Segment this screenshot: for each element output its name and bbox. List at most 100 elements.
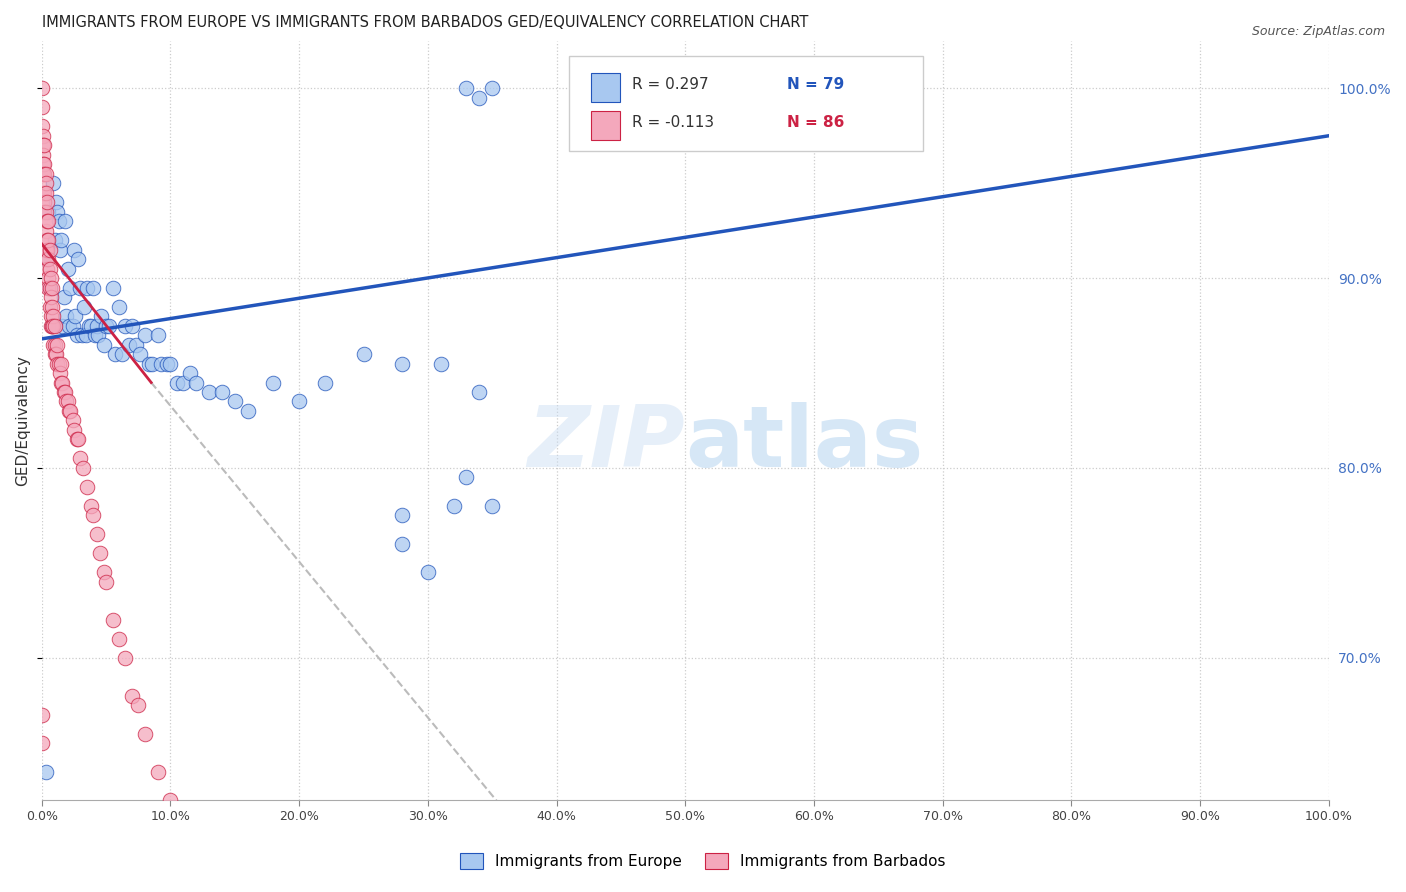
Point (429, 357, 451, 371)
Point (236, 404, 259, 418)
Point (93, 337, 115, 351)
Point (34, 138, 56, 153)
Point (37, 271, 59, 285)
Point (73, 300, 96, 314)
Point (97, 318, 120, 333)
Point (179, 366, 201, 380)
Point (39, 318, 62, 333)
Point (39, 271, 62, 285)
Point (49, 233, 72, 247)
Point (62, 318, 84, 333)
Point (56, 394, 79, 409)
Point (32, 138, 55, 153)
Point (51, 376, 73, 390)
Text: atlas: atlas (685, 401, 924, 484)
Point (34, 167, 56, 181)
Point (37, 252, 59, 267)
Point (69, 451, 91, 466)
Point (31, 707, 53, 722)
Point (66, 252, 89, 267)
Bar (592, 73, 620, 102)
Point (211, 384, 233, 399)
Text: R = -0.113: R = -0.113 (633, 115, 714, 130)
Point (31, 736, 53, 750)
Point (146, 764, 169, 779)
Point (32, 186, 55, 200)
Point (34, 204, 56, 219)
Point (75, 328, 97, 343)
Point (134, 726, 156, 740)
Point (41, 300, 63, 314)
Point (86, 527, 108, 541)
Point (134, 328, 156, 343)
Point (76, 480, 98, 494)
Point (141, 357, 163, 371)
Point (416, 566, 439, 580)
Text: R = 0.297: R = 0.297 (633, 78, 709, 93)
Point (35, 214, 58, 228)
Point (34, 157, 56, 171)
Point (94, 318, 117, 333)
Point (31, 81, 53, 95)
Point (44, 318, 66, 333)
Point (125, 337, 148, 351)
Point (35, 233, 58, 247)
Point (146, 328, 169, 343)
Point (34, 195, 56, 210)
Point (128, 347, 150, 361)
FancyBboxPatch shape (569, 56, 924, 151)
Point (121, 689, 143, 703)
Point (80, 318, 103, 333)
Point (41, 318, 63, 333)
Point (49, 357, 72, 371)
Point (49, 376, 72, 390)
Point (118, 337, 141, 351)
Point (31, 100, 53, 114)
Point (34, 764, 56, 779)
Legend: Immigrants from Europe, Immigrants from Barbados: Immigrants from Europe, Immigrants from … (454, 847, 952, 875)
Point (58, 318, 80, 333)
Point (101, 613, 124, 627)
Point (48, 214, 70, 228)
Point (58, 404, 80, 418)
Point (76, 280, 98, 294)
Point (59, 280, 82, 294)
Point (34, 224, 56, 238)
Point (59, 404, 82, 418)
Point (39, 290, 62, 304)
Point (90, 309, 112, 323)
Point (391, 357, 413, 371)
Point (52, 290, 75, 304)
Point (34, 186, 56, 200)
Point (34, 204, 56, 219)
Point (156, 357, 179, 371)
Point (35, 243, 58, 257)
Point (70, 328, 93, 343)
Point (108, 300, 131, 314)
Point (89, 546, 111, 560)
Point (186, 376, 208, 390)
Point (44, 337, 66, 351)
Bar (592, 111, 620, 139)
Point (56, 261, 79, 276)
Point (45, 347, 67, 361)
Point (46, 204, 69, 219)
Text: N = 79: N = 79 (787, 78, 844, 93)
Point (481, 499, 503, 513)
Point (32, 157, 55, 171)
Point (55, 309, 77, 323)
Point (62, 413, 84, 427)
Point (37, 204, 59, 219)
Point (82, 280, 104, 294)
Point (45, 195, 67, 210)
Point (65, 433, 87, 447)
Y-axis label: GED/Equivalency: GED/Equivalency (15, 355, 30, 486)
Point (35, 261, 58, 276)
Point (72, 461, 94, 475)
Point (52, 384, 75, 399)
Point (37, 214, 59, 228)
Point (353, 347, 375, 361)
Point (37, 233, 59, 247)
Point (468, 91, 491, 105)
Text: ZIP: ZIP (527, 401, 685, 484)
